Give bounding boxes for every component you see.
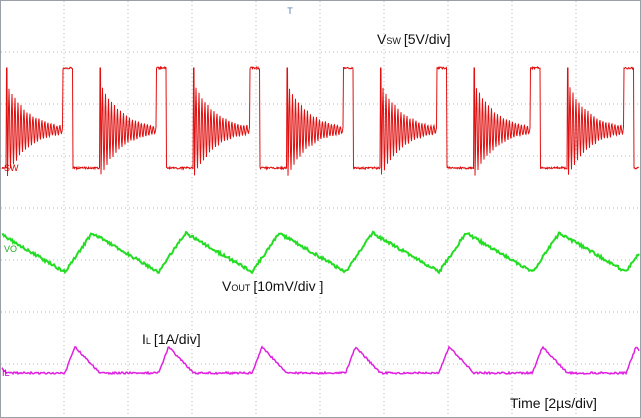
trigger-marker: T: [287, 6, 293, 16]
time-label: Time [2µs/div]: [510, 395, 597, 411]
channel-marker: SW: [4, 163, 19, 173]
channel-marker: IL: [2, 368, 10, 378]
channel-marker: VO: [4, 244, 17, 254]
